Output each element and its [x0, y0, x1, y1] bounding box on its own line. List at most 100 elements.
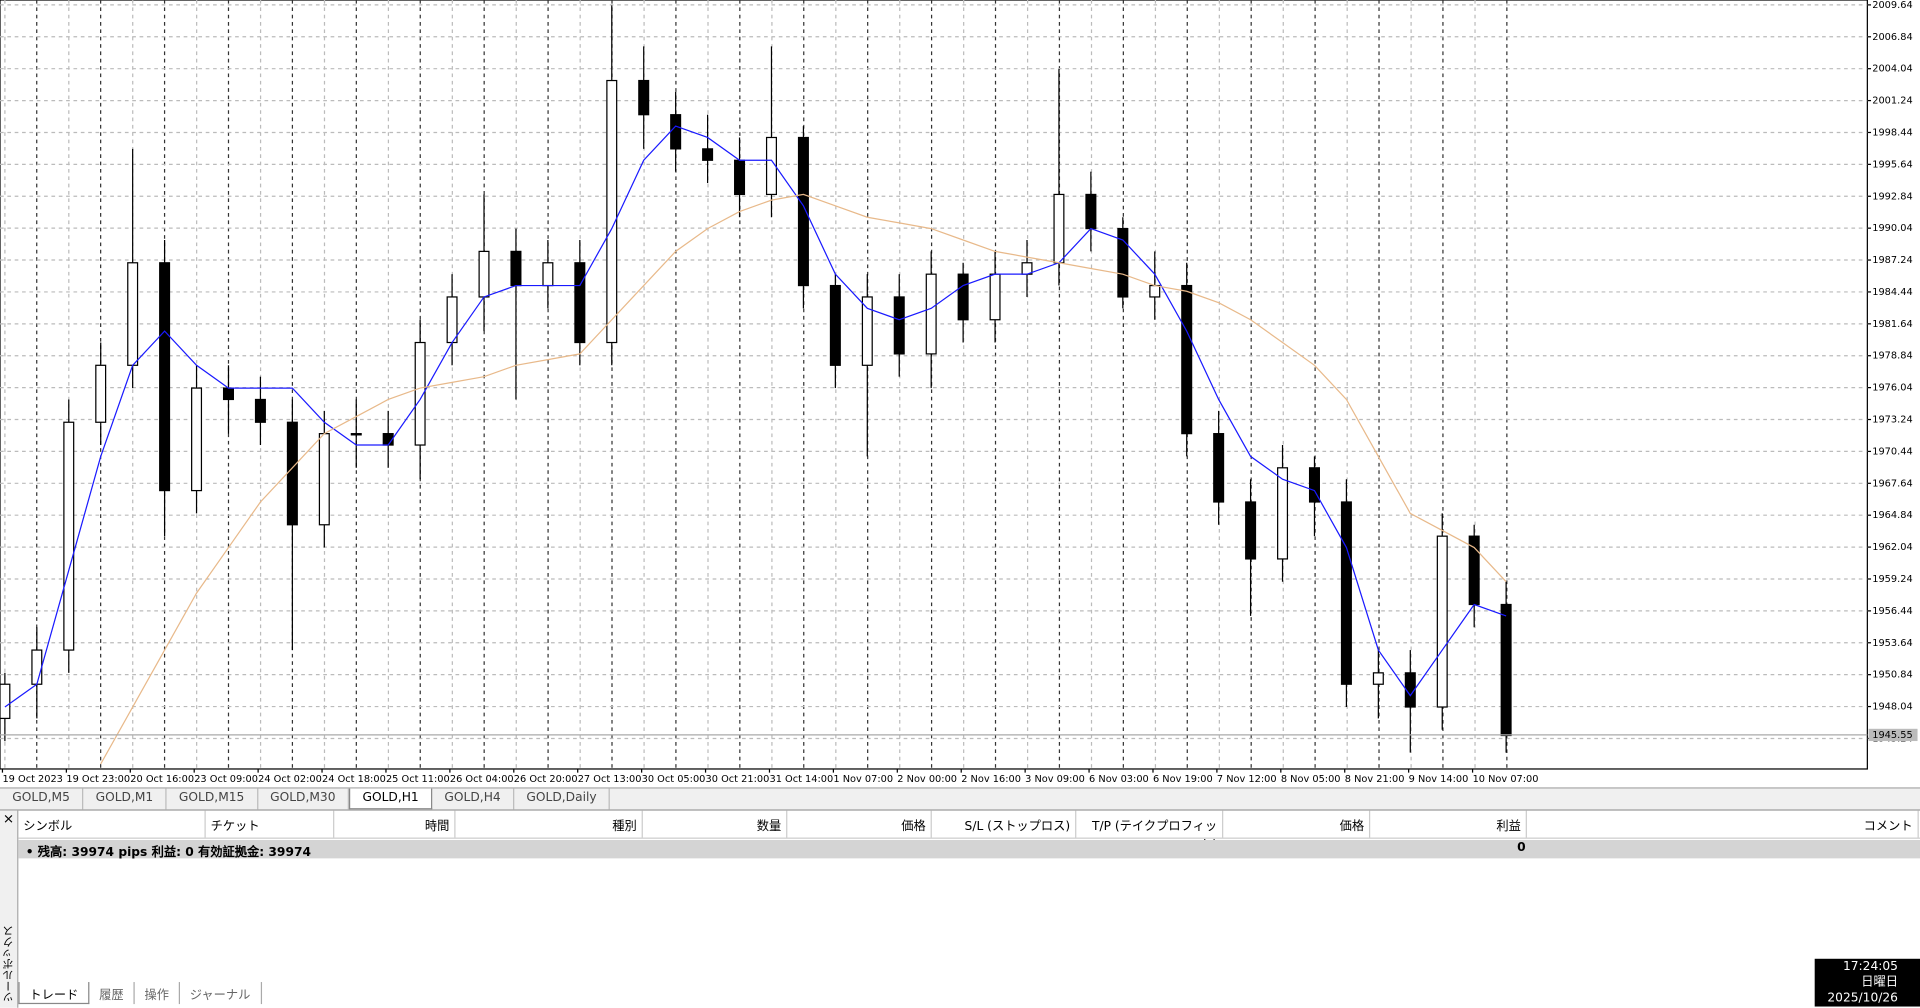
- candle-body: [1149, 284, 1161, 298]
- y-tick-label: 1981.64: [1872, 319, 1912, 330]
- candle-body: [797, 136, 809, 287]
- column-title[interactable]: 種別: [456, 810, 643, 838]
- x-tick-label: 30 Oct 05:00: [642, 774, 706, 785]
- candle-body: [510, 250, 522, 287]
- column-title[interactable]: 利益: [1370, 810, 1527, 838]
- candle-body: [1468, 535, 1480, 606]
- bottom-tab[interactable]: トレード: [18, 982, 90, 1005]
- x-tick-label: 24 Oct 02:00: [258, 774, 322, 785]
- moving-average: [4, 125, 1507, 708]
- bottom-tab[interactable]: 操作: [135, 982, 181, 1005]
- candle-body: [925, 273, 937, 355]
- candle-body: [95, 364, 107, 423]
- chart-tab[interactable]: GOLD,M15: [167, 788, 258, 810]
- price-box: [1868, 728, 1918, 742]
- candle-body: [702, 148, 714, 161]
- plot-frame: [0, 0, 1868, 770]
- candle-body: [1340, 501, 1352, 685]
- x-tick-label: 3 Nov 09:00: [1025, 774, 1085, 785]
- toolbox-side: × ツールボックス: [0, 810, 19, 1008]
- chart-tab[interactable]: GOLD,M5: [0, 788, 84, 810]
- y-tick-label: 1959.24: [1872, 574, 1912, 585]
- candle-body: [1308, 467, 1320, 503]
- candle-body: [670, 114, 682, 150]
- candle-body: [1372, 672, 1384, 685]
- candle-body: [0, 683, 11, 720]
- column-title[interactable]: シンボル: [18, 810, 206, 838]
- y-tick-label: 1978.84: [1872, 351, 1912, 362]
- y-tick-label: 1987.24: [1872, 255, 1912, 266]
- candle-body: [1181, 284, 1193, 435]
- day: 日曜日: [1861, 975, 1898, 990]
- candle-body: [191, 387, 203, 492]
- y-tick-label: 1990.04: [1872, 223, 1912, 234]
- y-tick-label: 1992.84: [1872, 191, 1912, 202]
- column-title[interactable]: S/L (ストップロス): [932, 810, 1077, 838]
- candle-body: [414, 341, 426, 446]
- y-tick-label: 1948.04: [1872, 702, 1912, 713]
- column-title[interactable]: T/P (テイクプロフィット): [1076, 810, 1224, 852]
- chart: 2009.64 2006.84 2004.04 2001.24 1998.44 1995.…: [0, 0, 1918, 785]
- bottom-tab[interactable]: 履歴: [89, 982, 135, 1005]
- candle-body: [861, 296, 873, 366]
- column-title[interactable]: 数量: [643, 810, 788, 838]
- candle-body: [893, 296, 905, 355]
- y-tick-label: 1962.04: [1872, 542, 1912, 553]
- x-tick-label: 24 Oct 18:00: [322, 774, 386, 785]
- candle-body: [574, 262, 586, 344]
- candle-body: [1277, 467, 1289, 560]
- y-tick-label: 1998.44: [1872, 127, 1912, 138]
- chart-tab[interactable]: GOLD,H4: [432, 788, 515, 810]
- x-tick-label: 20 Oct 16:00: [130, 774, 194, 785]
- chart-tab[interactable]: GOLD,Daily: [514, 788, 611, 810]
- candle-body: [478, 250, 490, 298]
- toolbox: × ツールボックス シンボル チケット 時間 種別 数量 価格 S/L (ストップロス) T/…: [0, 809, 1920, 1008]
- bottom-tab[interactable]: ジャーナル: [180, 982, 262, 1005]
- x-tick-label: 6 Nov 19:00: [1153, 774, 1213, 785]
- close-button[interactable]: ×: [2, 810, 15, 827]
- x-tick-label: 19 Oct 23:00: [66, 774, 130, 785]
- y-tick-label: 1970.44: [1872, 446, 1912, 457]
- x-tick-label: 9 Nov 14:00: [1409, 774, 1469, 785]
- x-tick-label: 1 Nov 07:00: [833, 774, 893, 785]
- x-tick-label: 23 Oct 09:00: [194, 774, 258, 785]
- balance-text: • 残高: 39974 pips 利益: 0 有効証拠金: 39974: [25, 846, 312, 860]
- candle-body: [1404, 672, 1416, 708]
- column-title[interactable]: コメント: [1527, 810, 1919, 838]
- x-tick-label: 26 Oct 04:00: [450, 774, 514, 785]
- y-tick-label: 1967.64: [1872, 478, 1912, 489]
- candle-body: [127, 262, 139, 366]
- column-title[interactable]: チケット: [206, 810, 335, 838]
- moving-average: [100, 193, 1507, 765]
- y-tick-label: 2001.24: [1872, 96, 1912, 107]
- candle-body: [159, 262, 171, 492]
- candle-body: [1053, 193, 1065, 264]
- candle-body: [829, 284, 841, 366]
- balance-row: • 残高: 39974 pips 利益: 0 有効証拠金: 39974 0: [18, 840, 1920, 860]
- x-tick-label: 26 Oct 20:00: [514, 774, 578, 785]
- price-label: 1945.55: [1872, 730, 1912, 741]
- profit: 0: [1517, 841, 1526, 855]
- column-title[interactable]: 価格: [787, 810, 932, 838]
- y-tick-label: 1956.44: [1872, 606, 1912, 617]
- y-tick-label: 1995.64: [1872, 159, 1912, 170]
- x-tick-label: 31 Oct 14:00: [769, 774, 833, 785]
- candle-body: [1500, 603, 1512, 737]
- x-tick-label: 10 Nov 07:00: [1473, 774, 1539, 785]
- x-tick-label: 7 Nov 12:00: [1217, 774, 1277, 785]
- candle-body: [446, 296, 458, 344]
- candle-body: [350, 433, 362, 436]
- x-tick-label: 6 Nov 03:00: [1089, 774, 1149, 785]
- chart-tab[interactable]: GOLD,M30: [258, 788, 349, 810]
- x-tick-label: 8 Nov 05:00: [1281, 774, 1341, 785]
- column-title[interactable]: 価格: [1223, 810, 1371, 838]
- column-title[interactable]: 時間: [334, 810, 456, 838]
- x-tick-label: 27 Oct 13:00: [578, 774, 642, 785]
- y-tick-label: 2009.64: [1872, 0, 1912, 11]
- chart-tabs: GOLD,M5 GOLD,M1 GOLD,M15 GOLD,M30 GOLD,H1 GOL…: [0, 787, 1920, 810]
- chart-tab[interactable]: GOLD,M1: [83, 788, 167, 810]
- chart-tab[interactable]: GOLD,H1: [348, 788, 433, 810]
- bottom-tabs: トレード 履歴 操作 ジャーナル: [18, 982, 262, 1005]
